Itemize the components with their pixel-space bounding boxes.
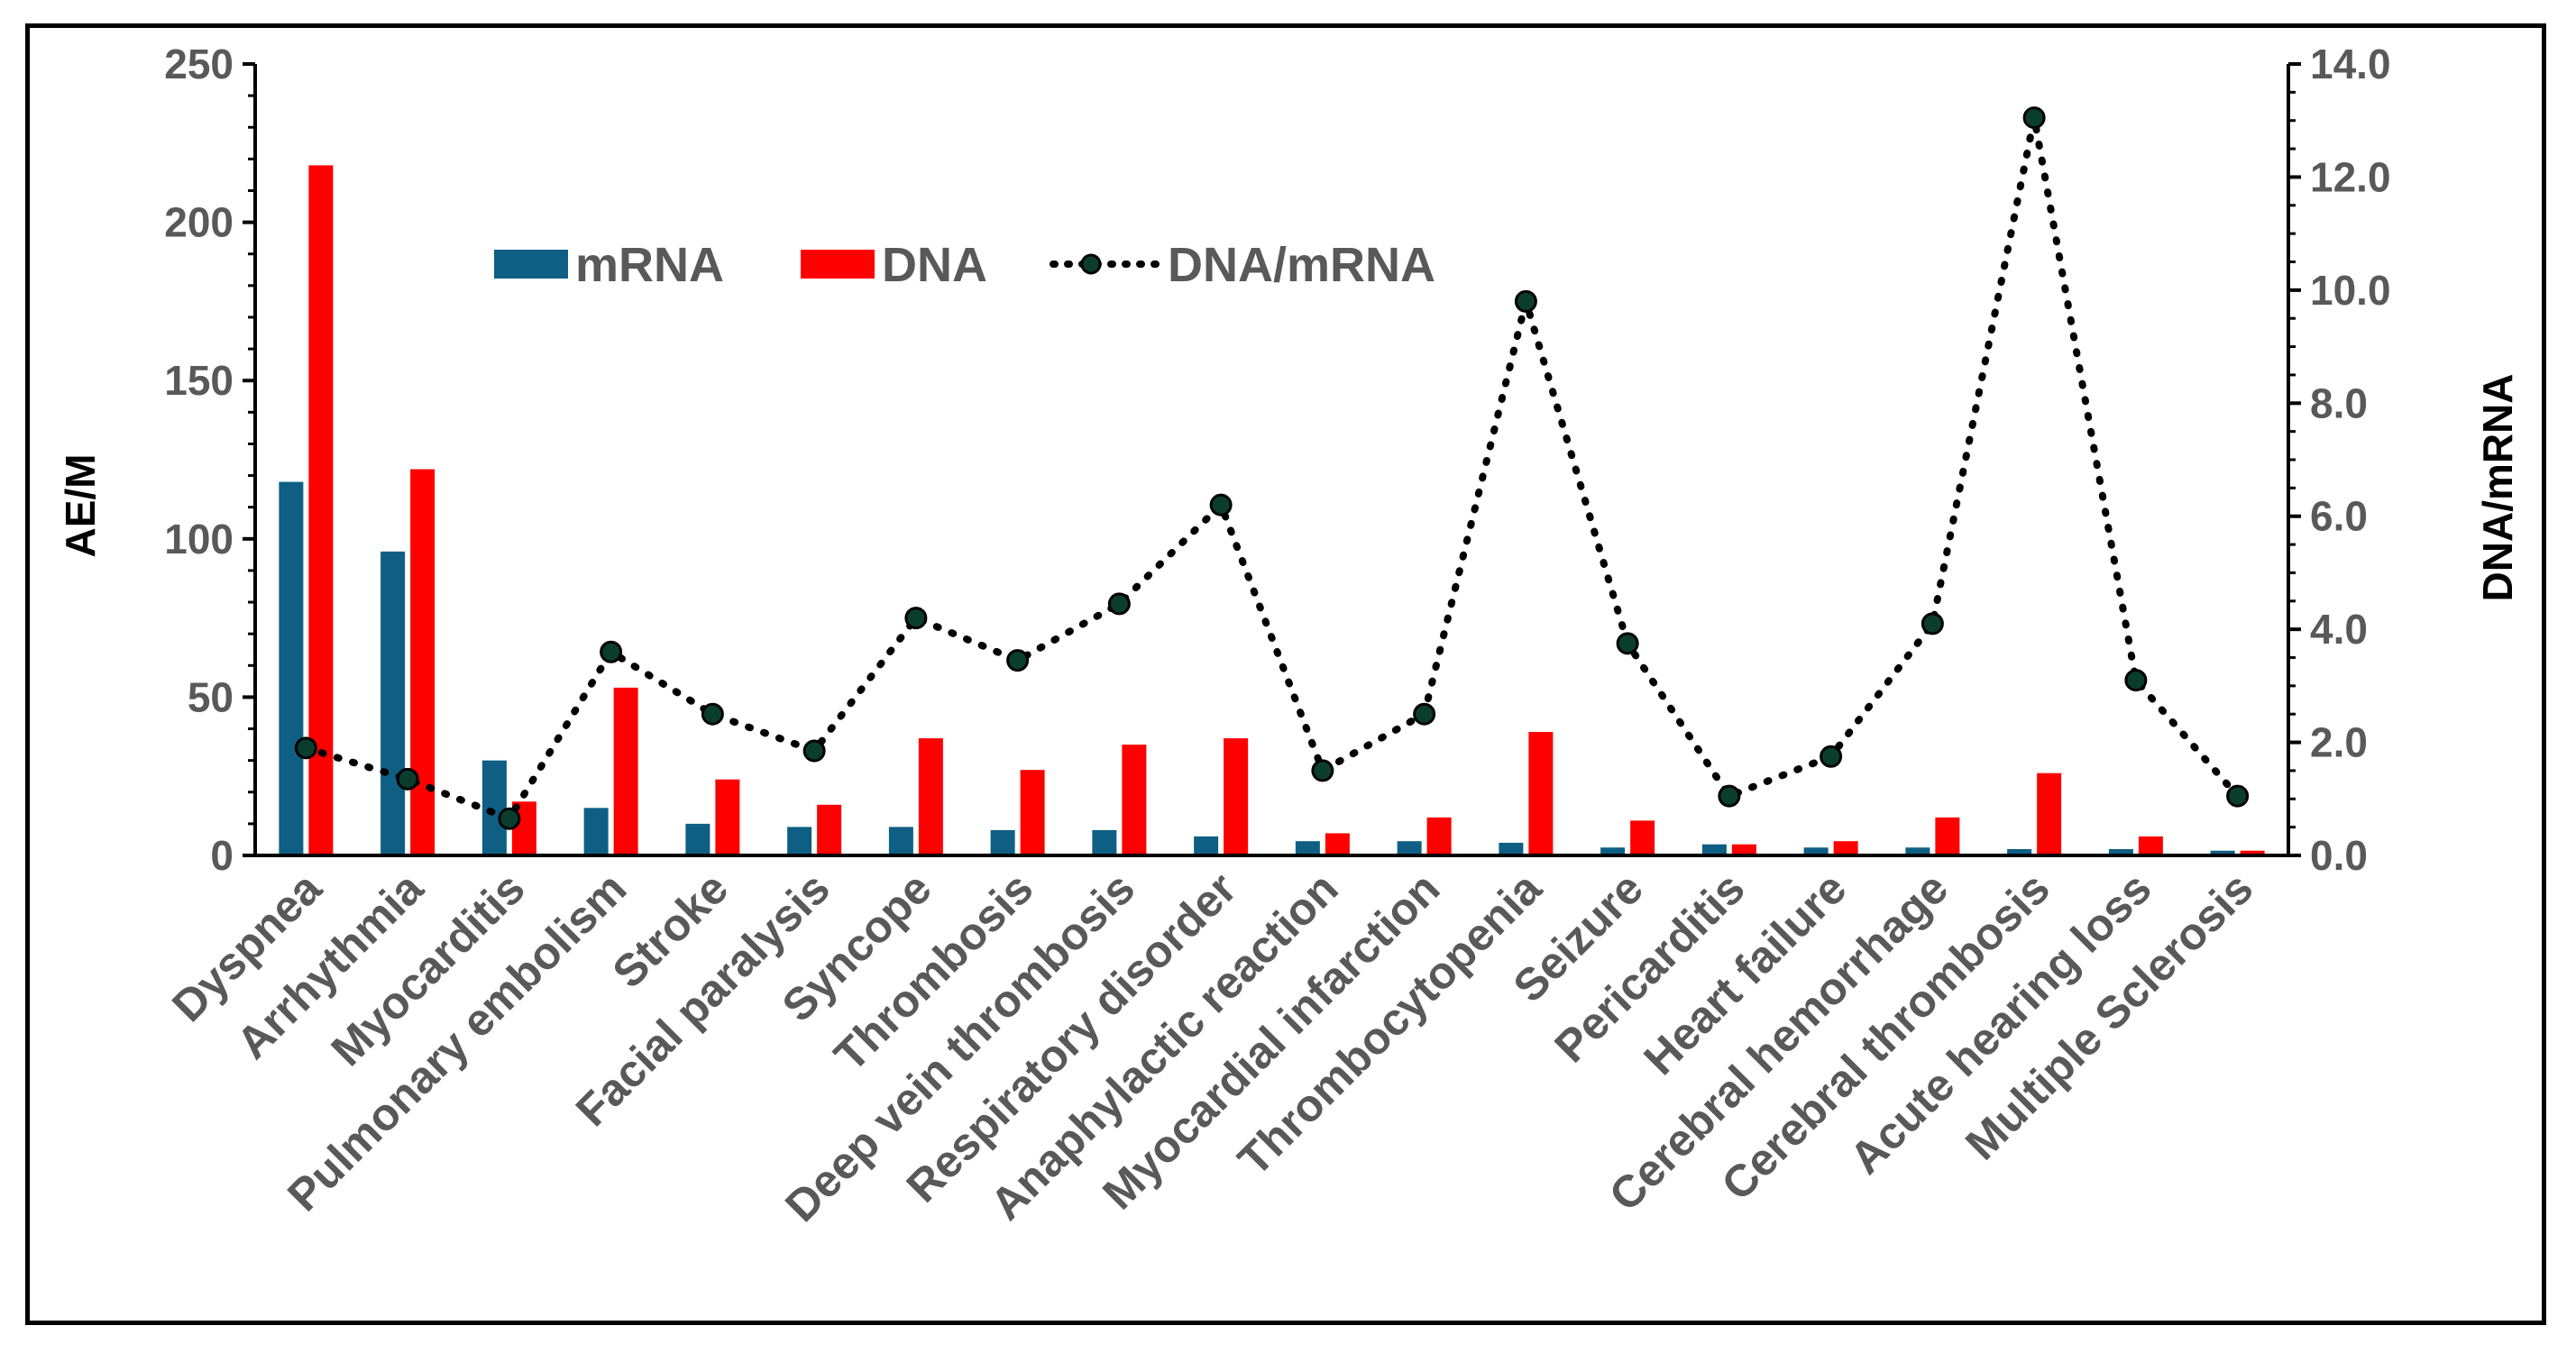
right-axis-ticks: 0.0 2.0 4.0 6.0 8.0 10.0 12.0 14.0 [2288,41,2391,879]
bar-dna-cerebral-hemorrhage [1935,817,1960,855]
bar-mrna-stroke [685,823,710,855]
ratio-point-myocardial-infarction [1413,702,1436,726]
bar-mrna-thrombocytopenia [1499,842,1524,855]
chart: 0 50 100 150 200 250 0.0 2.0 4.0 6.0 8.0 10.0 12.0 1… [57,41,2521,1231]
bar-dna-facial-paralysis [817,804,842,855]
left-tick-label: 100 [164,516,234,562]
ratio-point-stroke [701,702,724,726]
legend: mRNA DNA DNA/mRNA [494,238,1435,292]
bar-mrna-cerebral-thrombosis [2007,848,2032,855]
left-tick-label: 200 [164,199,234,246]
axes [253,64,2290,857]
ratio-point-pericarditis [1718,784,1741,808]
ratio-point-seizure [1616,632,1639,655]
bar-dna-cerebral-thrombosis [2037,772,2062,855]
bar-mrna-seizure [1600,847,1626,855]
legend-swatch-mrna [494,250,568,279]
bar-mrna-arrhythmia [380,551,406,855]
left-tick-label: 150 [164,357,234,404]
bar-mrna-cerebral-hemorrhage [1905,847,1930,855]
bar-dna-multiple-sclerosis [2240,850,2265,855]
bar-mrna-pericarditis [1701,844,1727,855]
ratio-point-facial-paralysis [802,739,826,763]
chart-frame: 0 50 100 150 200 250 0.0 2.0 4.0 6.0 8.0 10.0 12.0 1… [25,23,2546,1325]
ratio-point-thrombosis [1006,649,1030,672]
bar-dna-stroke [715,779,740,855]
bar-mrna-anaphylactic-reaction [1295,841,1320,855]
ratio-point-heart-failure [1820,745,1843,768]
ratio-point-anaphylactic-reaction [1311,759,1334,782]
ratio-point-arrhythmia [396,767,419,791]
bar-dna-arrhythmia [410,469,435,855]
left-tick-label: 50 [188,673,234,720]
bar-dna-acute-hearing-loss [2138,836,2163,855]
legend-marker-ratio [1080,253,1102,275]
legend-label-dna: DNA [882,238,987,292]
ratio-point-cerebral-hemorrhage [1921,612,1944,635]
ratio-line-layer [294,106,2250,830]
ratio-point-deep-vein-thrombosis [1107,592,1131,616]
bar-mrna-thrombosis [990,829,1015,855]
bars [279,165,2265,855]
bar-mrna-deep-vein-thrombosis [1092,829,1117,855]
ratio-point-acute-hearing-loss [2124,669,2148,692]
right-tick-label: 14.0 [2310,41,2391,87]
right-tick-label: 10.0 [2310,267,2391,314]
bar-dna-seizure [1630,820,1655,855]
legend-swatch-dna [801,250,875,279]
bar-dna-myocardial-infarction [1426,817,1452,855]
bar-mrna-pulmonary-embolism [583,808,609,855]
bar-mrna-acute-hearing-loss [2108,848,2133,855]
bar-mrna-myocardial-infarction [1397,841,1422,855]
bar-mrna-dyspnea [279,481,304,855]
ratio-point-dyspnea [294,736,317,760]
ratio-point-syncope [904,607,928,630]
right-axis-title: DNA/mRNA [2474,374,2521,602]
bar-dna-thrombocytopenia [1528,732,1554,855]
bar-dna-pulmonary-embolism [613,687,638,855]
right-tick-label: 6.0 [2310,493,2368,540]
right-tick-label: 12.0 [2310,153,2391,200]
bar-mrna-multiple-sclerosis [2210,850,2235,855]
bar-mrna-heart-failure [1803,847,1829,855]
bar-dna-syncope [918,738,943,855]
legend-label-mrna: mRNA [575,238,724,292]
bar-dna-pericarditis [1731,844,1756,855]
ratio-point-pulmonary-embolism [600,640,623,663]
ratio-point-thrombocytopenia [1514,289,1537,313]
bar-dna-thrombosis [1020,770,1045,855]
bar-mrna-facial-paralysis [787,827,812,855]
bar-mrna-syncope [888,827,913,855]
legend-label-ratio: DNA/mRNA [1168,238,1435,292]
bar-dna-anaphylactic-reaction [1325,833,1350,855]
right-tick-label: 2.0 [2310,719,2368,766]
left-tick-label: 250 [164,41,234,87]
ratio-point-cerebral-thrombosis [2022,106,2046,130]
left-axis-title: AE/M [57,454,104,558]
right-tick-label: 8.0 [2310,379,2368,426]
left-tick-label: 0 [210,832,234,879]
bar-mrna-myocarditis [481,760,507,855]
left-axis-ticks: 0 50 100 150 200 250 [164,41,255,879]
right-tick-label: 4.0 [2310,606,2368,653]
ratio-line [302,114,2241,823]
ratio-point-multiple-sclerosis [2226,784,2250,808]
ratio-point-respiratory-disorder [1209,493,1233,517]
ratio-point-myocarditis [498,807,521,830]
bar-dna-respiratory-disorder [1224,738,1249,855]
right-tick-label: 0.0 [2310,832,2368,879]
bar-dna-deep-vein-thrombosis [1122,745,1147,855]
bar-dna-heart-failure [1833,841,1858,855]
bar-mrna-respiratory-disorder [1194,836,1219,855]
